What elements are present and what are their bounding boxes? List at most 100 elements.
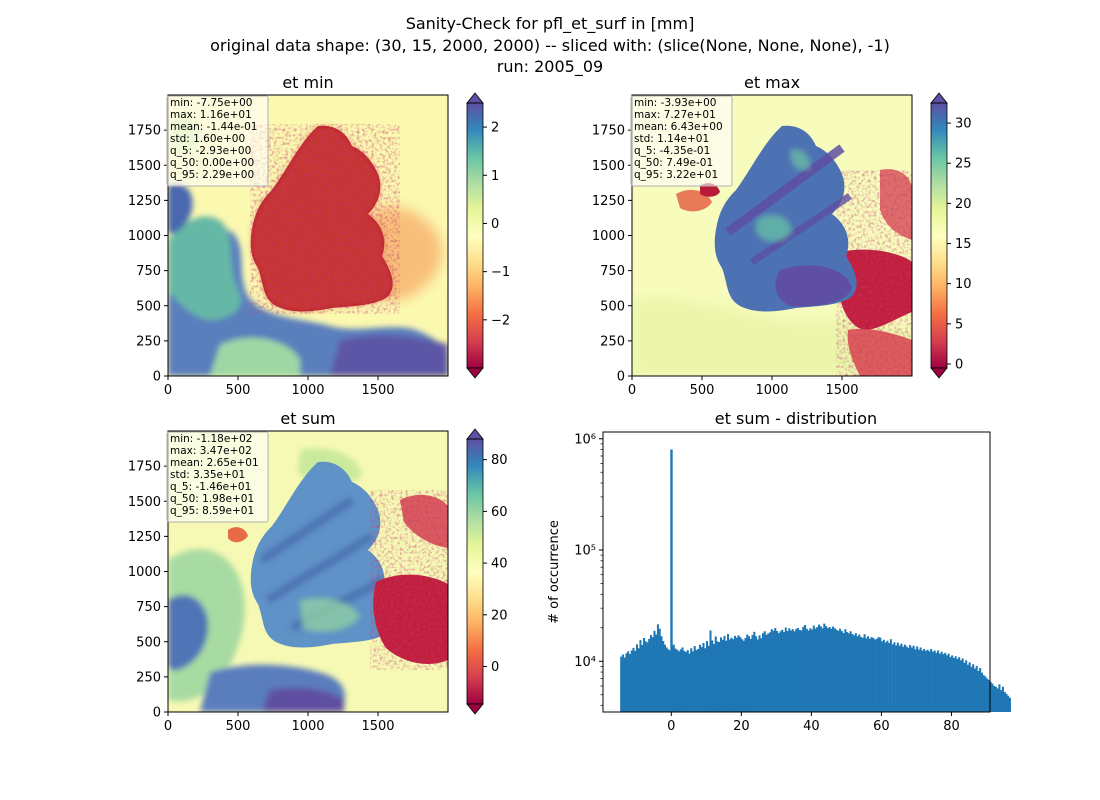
germany-south-purple [775, 265, 852, 307]
histogram-bar [762, 633, 765, 712]
histogram-bar [697, 648, 700, 712]
histogram-bar [944, 652, 947, 712]
y-tick-label: 1500 [128, 159, 161, 174]
histogram-bar [621, 654, 624, 712]
stats-line: q_50: 7.49e-01 [634, 157, 713, 169]
x-axis-et-min: 0 500 1000 1500 [164, 376, 395, 398]
histogram-bar [716, 641, 719, 712]
histogram-bar [868, 638, 871, 712]
blue-region-northwest [168, 184, 193, 234]
stats-line: q_50: 1.98e+01 [170, 493, 254, 505]
histogram-bar [735, 637, 738, 712]
panel-et-min: et min 0 500 1000 1500 0 250 500 750 1000 1250 15… [128, 73, 510, 398]
histogram-bar [996, 688, 999, 712]
histogram-bar [784, 627, 787, 712]
histogram-bar [896, 642, 899, 712]
histogram-bar [912, 645, 915, 712]
histogram-bar [656, 624, 659, 712]
colorbar-tick-label: −1 [491, 265, 510, 280]
stats-line: std: 1.60e+00 [170, 133, 245, 145]
colorbar-extend-bottom [930, 367, 948, 379]
stats-line: q_5: -1.46e+01 [170, 481, 251, 493]
stats-box-background [166, 431, 269, 523]
histogram-bar [646, 642, 649, 712]
panel-title-et-min: et min [282, 73, 333, 92]
colorbar-frame [466, 102, 484, 369]
colorbar-tick-label: 0 [491, 217, 499, 232]
stats-line: min: -3.93e+00 [634, 97, 716, 109]
histogram-bar [702, 642, 705, 712]
histogram-bar [774, 628, 777, 712]
histogram-bar [951, 655, 954, 712]
colorbar-extend-top [930, 92, 948, 104]
colorbar-tick-label: 60 [491, 505, 508, 520]
histogram-bar [819, 626, 822, 712]
histogram-bar [755, 636, 758, 712]
histogram-bar [947, 653, 950, 712]
germany-stripe-1 [725, 144, 845, 236]
histogram-bar [930, 648, 933, 712]
histogram-bar [744, 637, 747, 712]
histogram-bar [669, 650, 672, 712]
histogram-bar [805, 628, 808, 712]
germany-shape [714, 125, 857, 312]
red-speckle-east [370, 490, 448, 670]
histogram-bar [763, 631, 766, 712]
histogram-bar [705, 641, 709, 712]
histogram-bar [924, 650, 927, 712]
y-axis-et-sum: 0 250 500 750 1000 1250 1500 1750 [128, 460, 168, 721]
y-tick-label: 0 [153, 370, 161, 385]
histogram-bar [1005, 693, 1008, 712]
histogram-bar [809, 628, 812, 712]
histogram-bar [938, 653, 941, 712]
colorbar-tick-label: 15 [955, 237, 972, 252]
histogram-bar [961, 658, 964, 712]
histogram-bar [888, 642, 891, 712]
histogram-bar [623, 657, 626, 712]
stats-line: q_95: 3.22e+01 [634, 169, 718, 181]
x-tick-label: 1000 [291, 719, 324, 734]
histogram-bar [935, 652, 938, 712]
histogram-bar [760, 638, 763, 712]
histogram-bar [769, 632, 772, 712]
y-tick-label: 1000 [592, 229, 625, 244]
histogram-bar [959, 660, 962, 712]
histogram-bar [700, 647, 703, 712]
histogram-bar [714, 636, 717, 712]
histogram-bar [902, 646, 905, 712]
histogram-bar [945, 655, 948, 712]
histogram-bar [926, 649, 929, 712]
histogram-bar [982, 675, 985, 712]
histogram-bar [937, 650, 940, 712]
histogram-bar [905, 646, 908, 712]
histogram-bar [986, 678, 989, 712]
x-tick-label: 1500 [361, 719, 394, 734]
histogram-bar [965, 660, 968, 712]
histogram-bar [651, 637, 654, 712]
y-tick-label: 750 [136, 264, 161, 279]
stats-line: min: -7.75e+00 [170, 97, 252, 109]
panel-title-et-max: et max [744, 73, 800, 92]
y-tick-label: 250 [600, 334, 625, 349]
figure-title: Sanity-Check for pfl_et_surf in [mm] ori… [210, 14, 890, 77]
colorbar-tick-label: 0 [491, 660, 499, 675]
histogram-bar [1007, 695, 1010, 712]
histogram-bar [728, 639, 731, 712]
histogram-bar [898, 645, 901, 712]
histogram-bar [940, 651, 943, 712]
stats-line: q_5: -4.35e-01 [634, 145, 710, 157]
histogram-bar [928, 651, 931, 712]
x-tick-label: 1500 [361, 383, 394, 398]
histogram-bar [781, 629, 784, 712]
stats-line: q_5: -2.93e+00 [170, 145, 251, 157]
histogram-bar [994, 686, 997, 712]
x-tick-label: 20 [733, 719, 750, 734]
histogram-bar [989, 682, 992, 712]
histogram-bar [721, 639, 724, 712]
histogram-bar [632, 647, 635, 712]
germany-stripe-2 [750, 193, 852, 265]
stats-line: max: 3.47e+02 [170, 445, 252, 457]
stats-line: mean: 6.43e+00 [634, 121, 723, 133]
histogram-bar [966, 664, 969, 712]
